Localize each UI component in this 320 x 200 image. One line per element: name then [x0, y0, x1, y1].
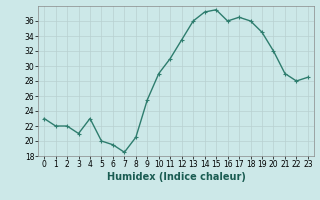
X-axis label: Humidex (Indice chaleur): Humidex (Indice chaleur): [107, 172, 245, 182]
